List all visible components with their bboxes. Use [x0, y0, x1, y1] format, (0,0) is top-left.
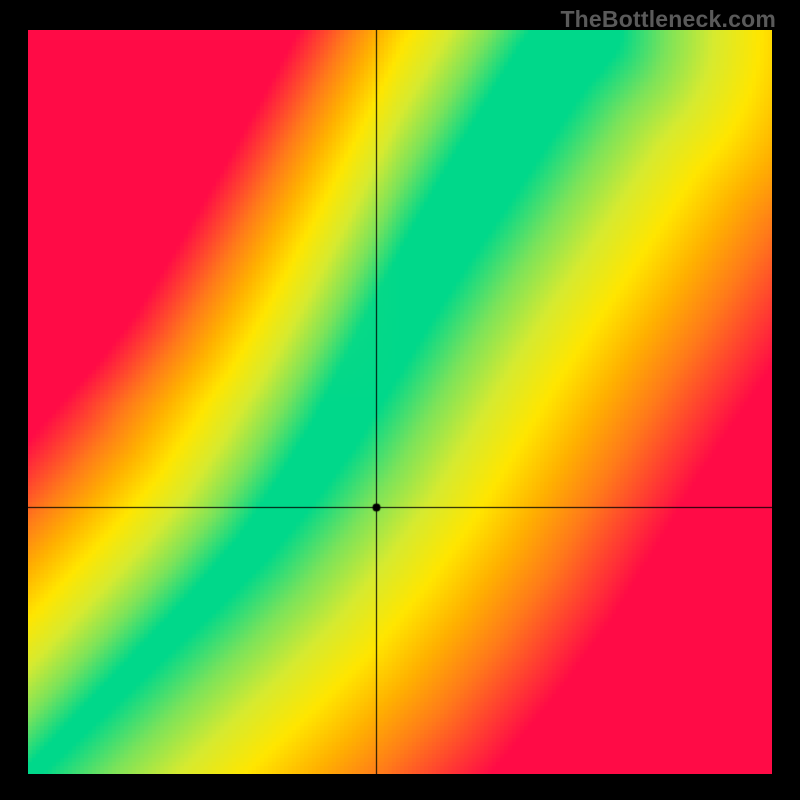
chart-container: TheBottleneck.com [0, 0, 800, 800]
heatmap-canvas [28, 30, 772, 774]
plot-area [28, 30, 772, 774]
watermark-label: TheBottleneck.com [560, 6, 776, 33]
